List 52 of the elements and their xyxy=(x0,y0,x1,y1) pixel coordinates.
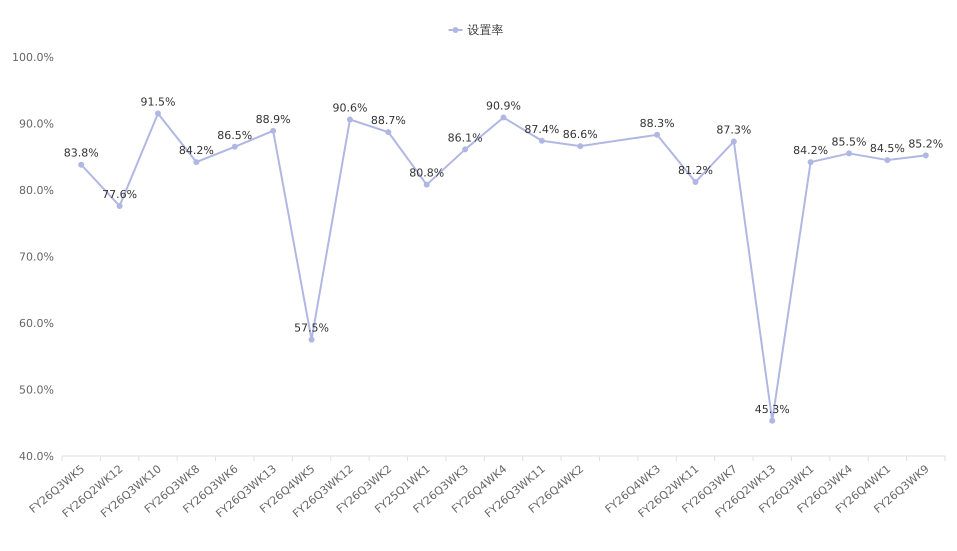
text: 90.6% xyxy=(332,102,368,115)
point xyxy=(538,138,545,144)
y-tick-label: 40.0% xyxy=(19,450,54,463)
point xyxy=(462,146,468,152)
point xyxy=(769,418,776,424)
point xyxy=(808,159,814,166)
point xyxy=(193,159,200,166)
text: 87.3% xyxy=(716,123,752,136)
y-tick-label: 60.0% xyxy=(19,317,54,330)
text: 86.6% xyxy=(562,128,598,142)
text: 83.8% xyxy=(64,146,99,160)
text: 85.5% xyxy=(832,135,866,148)
text: 88.9% xyxy=(256,112,291,126)
text: 84.2% xyxy=(793,144,828,158)
point xyxy=(270,128,276,134)
y-tick-label: 50.0% xyxy=(19,384,54,396)
text: 88.7% xyxy=(370,114,406,128)
point xyxy=(78,162,84,168)
point xyxy=(577,143,584,150)
point xyxy=(308,336,315,343)
y-tick-label: 80.0% xyxy=(19,184,54,197)
point xyxy=(922,152,929,158)
text: 45.3% xyxy=(754,402,790,416)
point xyxy=(346,116,353,123)
text: 90.9% xyxy=(486,100,521,113)
point xyxy=(500,114,506,121)
text: 80.8% xyxy=(409,166,444,180)
text: 81.2% xyxy=(678,164,713,178)
point xyxy=(232,144,238,150)
point xyxy=(154,110,161,117)
text: 84.2% xyxy=(178,144,214,158)
text: 87.4% xyxy=(524,122,560,136)
text: 86.5% xyxy=(217,128,252,142)
y-tick-label: 70.0% xyxy=(19,250,54,264)
point xyxy=(654,132,660,138)
text: 91.5% xyxy=(140,96,176,109)
point xyxy=(884,157,890,164)
text: 84.5% xyxy=(870,142,905,156)
point xyxy=(692,179,698,186)
point xyxy=(424,182,430,188)
text: 85.2% xyxy=(908,137,944,150)
point xyxy=(846,150,852,156)
y-tick-label: 90.0% xyxy=(19,118,54,130)
text: 88.3% xyxy=(640,116,675,130)
text: 86.1% xyxy=(448,131,483,144)
legend-label: 设置率 xyxy=(468,23,504,37)
text: 77.6% xyxy=(102,188,138,201)
point xyxy=(730,138,737,144)
text: 57.5% xyxy=(294,322,330,335)
y-tick-label: 100.0% xyxy=(12,51,54,64)
point xyxy=(385,129,392,136)
point xyxy=(116,202,123,209)
